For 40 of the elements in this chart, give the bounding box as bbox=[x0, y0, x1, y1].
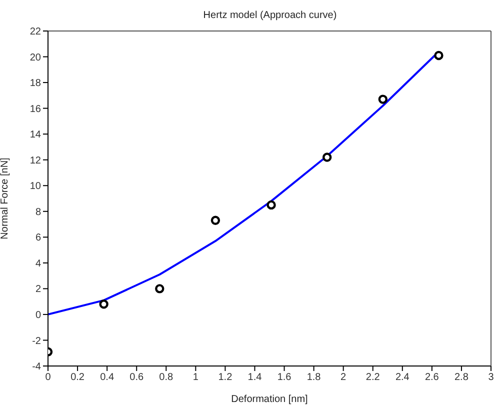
y-tick-label: 2 bbox=[35, 284, 42, 296]
y-tick-label: 8 bbox=[35, 206, 42, 218]
y-tick-label: 22 bbox=[30, 26, 42, 38]
x-tick-label: 2 bbox=[340, 372, 347, 384]
x-tick-label: 2.6 bbox=[424, 372, 440, 384]
y-tick-label: 14 bbox=[30, 130, 42, 141]
x-tick-label: 1.8 bbox=[306, 372, 322, 384]
x-tick-label: 2.8 bbox=[454, 372, 469, 384]
y-tick-label: 6 bbox=[35, 232, 42, 244]
x-tick-label: 2.2 bbox=[366, 372, 380, 384]
x-tick-label: 0.4 bbox=[100, 372, 114, 384]
y-tick-label: 18 bbox=[30, 78, 42, 90]
y-tick-label: -2 bbox=[32, 336, 42, 347]
point bbox=[266, 200, 276, 210]
y-tick-label: 0 bbox=[35, 310, 42, 322]
x-tick-label: 3 bbox=[488, 372, 494, 384]
x-tick-label: 0 bbox=[45, 372, 52, 384]
point bbox=[210, 216, 220, 226]
point bbox=[378, 94, 388, 104]
x-tick-label: 1 bbox=[192, 372, 199, 384]
x-tick-label: 1.2 bbox=[218, 372, 233, 384]
y-tick-label: 10 bbox=[30, 181, 42, 192]
y-axis-title: Normal Force [nN] bbox=[0, 157, 11, 240]
chart-title: Hertz model (Approach curve) bbox=[202, 10, 338, 21]
point bbox=[434, 50, 444, 60]
x-tick-label: 0.6 bbox=[130, 372, 144, 384]
x-tick-label: 2.4 bbox=[395, 372, 410, 384]
y-tick-label: 4 bbox=[35, 258, 42, 270]
point bbox=[99, 300, 108, 309]
x-tick-label: 1.4 bbox=[248, 372, 262, 384]
x-tick-label: 0.8 bbox=[159, 372, 174, 384]
y-tick-label: 20 bbox=[30, 52, 42, 64]
y-tick-label: 12 bbox=[30, 155, 42, 166]
x-tick-label: 0.2 bbox=[70, 372, 85, 384]
x-tick-label: 1.6 bbox=[277, 372, 292, 384]
point bbox=[155, 284, 164, 294]
y-tick-label: -4 bbox=[32, 362, 42, 373]
x-axis-title: Deformation [nm] bbox=[231, 394, 308, 405]
y-tick-label: 16 bbox=[30, 104, 42, 115]
point bbox=[322, 152, 332, 162]
